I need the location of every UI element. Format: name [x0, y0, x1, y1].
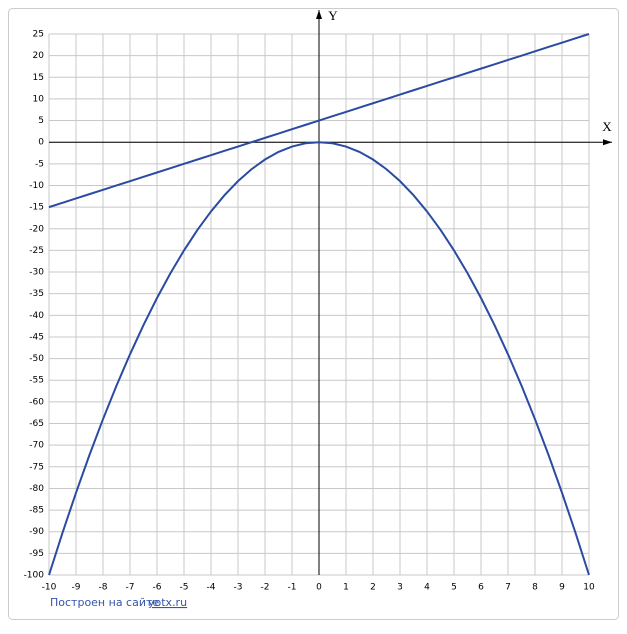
series-line	[48, 141, 590, 576]
y-tick-label: -15	[29, 203, 44, 213]
y-tick-label: 15	[33, 73, 44, 83]
y-tick-label: -75	[29, 462, 44, 472]
x-tick-label: 9	[559, 583, 565, 593]
y-tick-label: -45	[29, 332, 44, 342]
y-tick-label: 20	[33, 51, 45, 61]
x-tick-label: 6	[478, 583, 484, 593]
x-tick-label: -5	[180, 583, 189, 593]
y-tick-label: -80	[29, 484, 44, 494]
y-tick-label: -85	[29, 506, 44, 516]
x-tick-label: -10	[42, 583, 57, 593]
y-tick-label: 25	[33, 30, 44, 40]
x-tick-label: 3	[397, 583, 403, 593]
y-tick-label: -95	[29, 549, 44, 559]
x-tick-label: 0	[316, 583, 322, 593]
y-tick-label: 5	[38, 116, 44, 126]
y-tick-label: -100	[24, 571, 45, 581]
series-line	[48, 33, 590, 209]
x-tick-label: -1	[288, 583, 297, 593]
y-tick-label: -25	[29, 246, 44, 256]
x-tick-label: -2	[261, 583, 270, 593]
y-tick-label: -90	[29, 527, 44, 537]
y-tick-label: -10	[29, 181, 44, 191]
y-tick-label: -30	[29, 268, 44, 278]
y-tick-label: 10	[33, 94, 45, 104]
x-tick-label: -8	[99, 583, 108, 593]
x-tick-label: 2	[370, 583, 376, 593]
y-tick-label: -40	[29, 311, 44, 321]
x-tick-label: -9	[72, 583, 81, 593]
y-tick-label: -5	[35, 159, 44, 169]
y-tick-label: -20	[29, 224, 44, 234]
x-tick-label: 7	[505, 583, 511, 593]
x-tick-label: -6	[153, 583, 162, 593]
y-axis-label: Y	[328, 8, 338, 23]
y-tick-label: 0	[38, 138, 44, 148]
x-tick-label: -4	[207, 583, 216, 593]
y-axis-arrow	[316, 10, 322, 19]
footer-text: Построен на сайте	[50, 596, 159, 609]
x-tick-label: 8	[532, 583, 538, 593]
footer-link[interactable]: yotx.ru	[148, 596, 187, 609]
x-tick-label: 4	[424, 583, 430, 593]
y-tick-label: -55	[29, 376, 44, 386]
x-axis-arrow	[603, 139, 612, 146]
frame	[8, 8, 619, 620]
x-tick-label: -7	[126, 583, 135, 593]
x-tick-label: 1	[343, 583, 349, 593]
x-axis-label: X	[602, 119, 612, 134]
y-tick-label: -50	[29, 354, 44, 364]
y-tick-label: -35	[29, 289, 44, 299]
x-tick-label: 5	[451, 583, 457, 593]
y-tick-label: -60	[29, 397, 44, 407]
y-tick-label: -70	[29, 441, 44, 451]
x-tick-label: 10	[583, 583, 595, 593]
y-tick-label: -65	[29, 419, 44, 429]
x-tick-label: -3	[234, 583, 243, 593]
